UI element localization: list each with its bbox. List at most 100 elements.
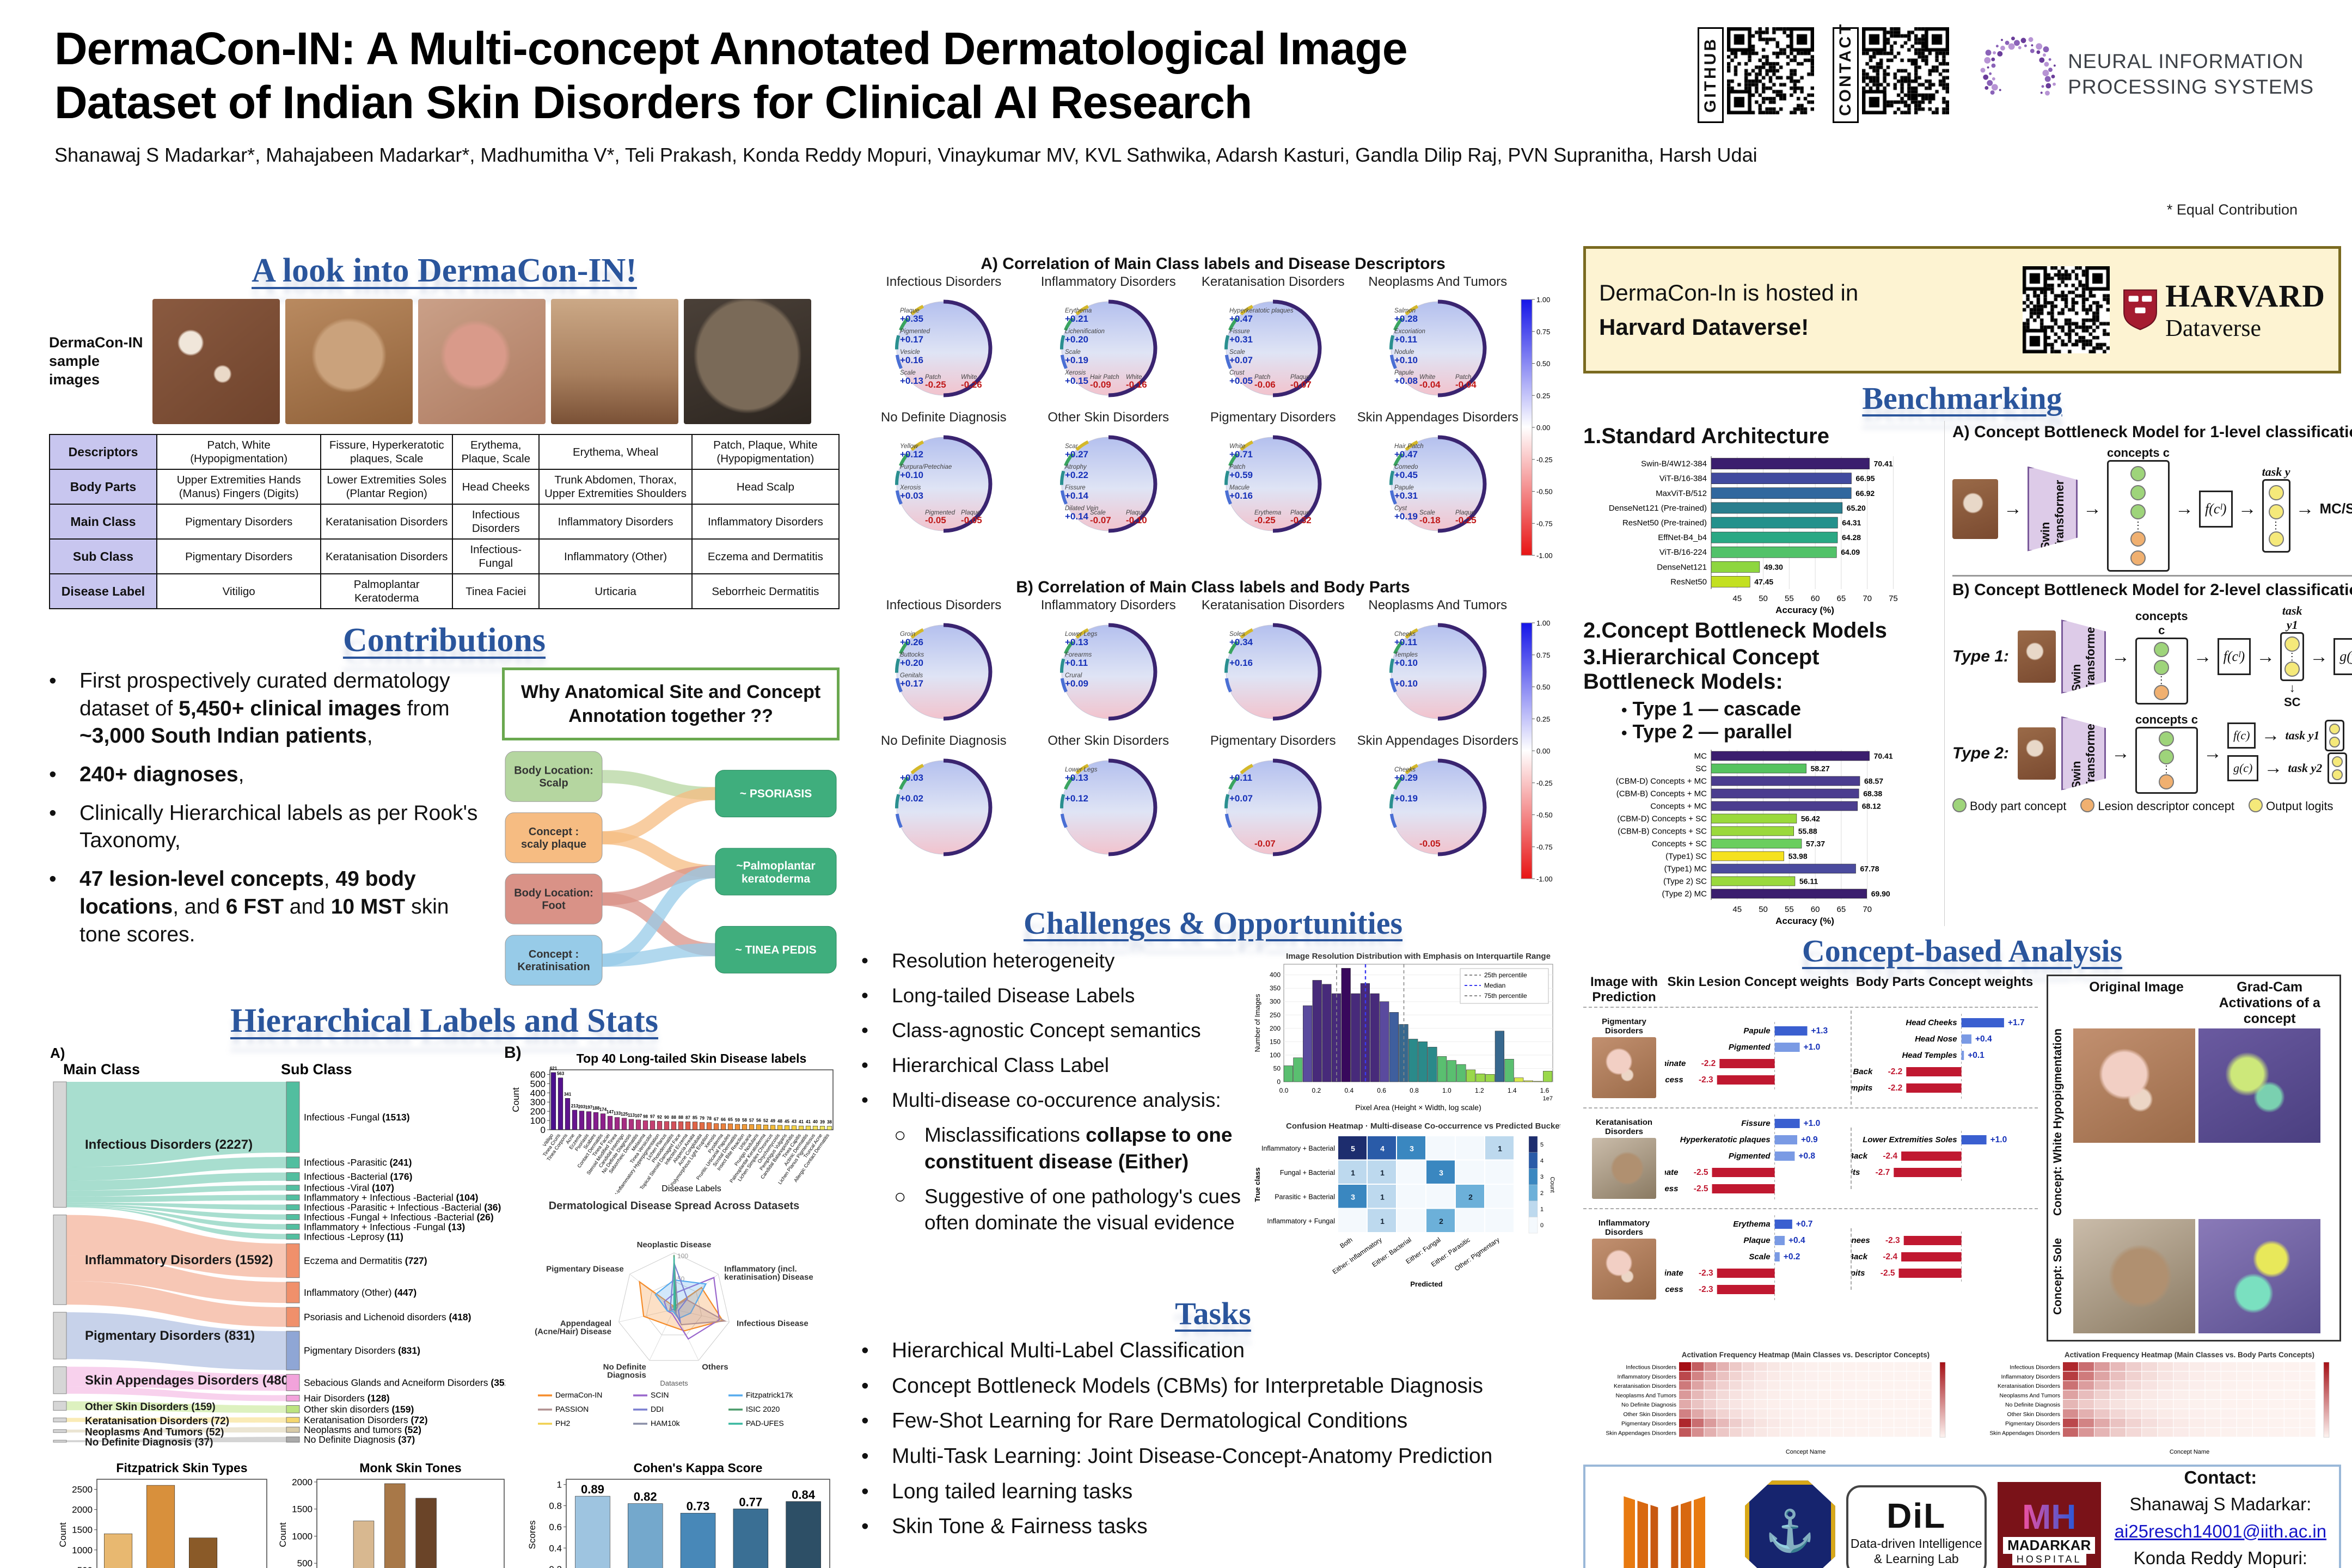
svg-text:Main Class: Main Class xyxy=(63,1061,140,1077)
svg-text:Infectious -Fungal (1513): Infectious -Fungal (1513) xyxy=(304,1112,410,1123)
bullet-item: • First prospectively curated dermatology… xyxy=(49,669,450,748)
middle-column: A) Correlation of Main Class labels and … xyxy=(861,252,1567,1548)
table-cell: Infectious Disorders xyxy=(452,504,540,540)
svg-text:1: 1 xyxy=(557,1480,562,1490)
svg-text:45: 45 xyxy=(1732,905,1742,914)
svg-text:2: 2 xyxy=(1540,1190,1543,1197)
svg-text:Abscess: Abscess xyxy=(1665,1184,1679,1193)
benchmarking-heading: Benchmarking xyxy=(1862,381,2062,416)
svg-text:0.00: 0.00 xyxy=(1536,747,1550,755)
svg-text:Top 40 Long-tailed Skin Diseas: Top 40 Long-tailed Skin Disease labels xyxy=(577,1051,807,1065)
svg-text:+0.31: +0.31 xyxy=(1229,334,1253,345)
svg-text:Head Nose: Head Nose xyxy=(1915,1034,1957,1044)
navy-emblem-icon: ⚓ xyxy=(1744,1480,1835,1568)
svg-text:Pigmentary Disorders (831): Pigmentary Disorders (831) xyxy=(304,1345,420,1356)
svg-text:0.6: 0.6 xyxy=(1377,1087,1386,1094)
contact-name-2: Konda Reddy Mopuri: xyxy=(2133,1548,2307,1568)
svg-text:1000: 1000 xyxy=(72,1545,93,1555)
class-hierarchy-sankey: A) Main Class Sub Class Infectious Disorder… xyxy=(49,1045,513,1450)
svg-text:ViT-B/16-224: ViT-B/16-224 xyxy=(1659,548,1707,557)
svg-text:64.28: 64.28 xyxy=(1842,533,1861,542)
svg-text:Vesicle: Vesicle xyxy=(900,349,920,356)
concept-weight-row: Keratanisation Disorders Fissure +1.0 Hype… xyxy=(1583,1107,2038,1208)
svg-text:Pigmented: Pigmented xyxy=(900,328,930,335)
svg-text:621: 621 xyxy=(550,1066,558,1071)
svg-text:Count: Count xyxy=(511,1087,521,1112)
svg-text:0.8: 0.8 xyxy=(1410,1087,1419,1094)
neurips-swirl-icon xyxy=(1973,27,2065,121)
svg-text:Pigmentary Disorders: Pigmentary Disorders xyxy=(1621,1421,1676,1428)
svg-text:Erythema: Erythema xyxy=(1733,1220,1770,1229)
svg-text:Keratanisation Disorders (72): Keratanisation Disorders (72) xyxy=(304,1415,428,1426)
svg-text:ISIC 2020: ISIC 2020 xyxy=(746,1405,780,1413)
svg-text:0.25: 0.25 xyxy=(1536,391,1550,400)
svg-text:Patch: Patch xyxy=(1455,374,1471,381)
svg-text:ViT-B/16-384: ViT-B/16-384 xyxy=(1659,474,1707,483)
svg-text:Image Resolution Distribution: Image Resolution Distribution with Empha… xyxy=(1286,952,1551,961)
svg-text:70: 70 xyxy=(1863,594,1872,603)
svg-text:Nodule: Nodule xyxy=(1394,349,1414,356)
f-function-box: f(cˡ) xyxy=(2217,638,2251,675)
sample-images-label: DermaCon-IN sample images xyxy=(49,334,143,388)
why-annotation-box: Why Anatomical Site and Concept Annotati… xyxy=(502,667,840,996)
arrow-icon: → xyxy=(2256,646,2275,667)
svg-text:150: 150 xyxy=(1270,1038,1281,1045)
svg-text:Pixel Area (Height × Width, lo: Pixel Area (Height × Width, log scale) xyxy=(1355,1103,1481,1112)
svg-text:49.30: 49.30 xyxy=(1764,562,1783,571)
svg-text:No Definite Diagnosis (37): No Definite Diagnosis (37) xyxy=(304,1434,415,1445)
bullet-item: • Concept Bottleneck Models (CBMs) for In… xyxy=(861,1374,1483,1398)
svg-text:97: 97 xyxy=(650,1114,655,1119)
svg-text:2000: 2000 xyxy=(292,1477,313,1487)
svg-text:Median: Median xyxy=(1484,982,1505,989)
harvard-wordmark: HARVARD xyxy=(2165,278,2325,314)
svg-text:-0.04: -0.04 xyxy=(1455,379,1477,390)
svg-text:300: 300 xyxy=(530,1098,546,1108)
svg-text:True class: True class xyxy=(1253,1167,1261,1202)
svg-text:4: 4 xyxy=(1380,1144,1385,1153)
svg-text:67.78: 67.78 xyxy=(1860,865,1879,873)
svg-text:Inflammatory + Bacterial: Inflammatory + Bacterial xyxy=(1261,1144,1335,1152)
svg-text:300: 300 xyxy=(1270,998,1281,1006)
arrow-icon: → xyxy=(2295,498,2314,519)
svg-text:100: 100 xyxy=(530,1116,546,1126)
svg-text:Fungal + Bacterial: Fungal + Bacterial xyxy=(1280,1169,1335,1177)
svg-text:+0.11: +0.11 xyxy=(1229,773,1252,783)
sample-image-vitiligo xyxy=(152,299,280,424)
svg-text:Plaque: Plaque xyxy=(1290,510,1310,516)
svg-text:107: 107 xyxy=(635,1113,642,1118)
svg-text:70: 70 xyxy=(1863,905,1872,914)
svg-text:-0.75: -0.75 xyxy=(1536,843,1553,851)
svg-text:+0.10: +0.10 xyxy=(900,470,923,480)
svg-text:Datasets: Datasets xyxy=(660,1379,688,1387)
table-cell: Keratanisation Disorders xyxy=(320,504,454,540)
svg-text:70.41: 70.41 xyxy=(1874,752,1893,761)
concepts-column: concepts c ⋮ xyxy=(2135,713,2198,794)
harvard-banner-text: DermaCon-In is hosted in Harvard Dataver… xyxy=(1599,280,1859,340)
svg-text:56.11: 56.11 xyxy=(1799,877,1818,886)
svg-text:Other Skin Disorders: Other Skin Disorders xyxy=(2007,1411,2060,1418)
swin-transformer-block: Swin Transformer xyxy=(2061,716,2106,791)
bullet-item: • Long-tailed Disease Labels xyxy=(861,984,1135,1007)
svg-text:Other skin disorders (159): Other skin disorders (159) xyxy=(304,1404,414,1415)
svg-text:+0.27: +0.27 xyxy=(1065,449,1088,460)
dataset-spread-radar-chart: Dermatological Disease Spread Across Dat… xyxy=(511,1198,837,1449)
contact-email-1[interactable]: ai25resch14001@iith.ac.in xyxy=(2114,1521,2327,1541)
svg-text:+0.28: +0.28 xyxy=(1394,314,1418,324)
svg-text:Swin-B/4W12-384: Swin-B/4W12-384 xyxy=(1641,460,1707,469)
svg-text:57: 57 xyxy=(749,1118,754,1123)
svg-text:Fitzpatrick Skin Types: Fitzpatrick Skin Types xyxy=(116,1461,247,1475)
svg-text:0.2: 0.2 xyxy=(549,1565,562,1568)
svg-text:88: 88 xyxy=(671,1115,676,1120)
contact-name-1: Shanawaj S Madarkar: xyxy=(2129,1494,2312,1515)
svg-text:+0.13: +0.13 xyxy=(900,376,923,386)
svg-text:-0.06: -0.06 xyxy=(1254,379,1276,390)
svg-text:Concepts + SC: Concepts + SC xyxy=(1652,840,1707,849)
arrow-icon: → xyxy=(2203,743,2222,763)
svg-text:Buttocks: Buttocks xyxy=(900,652,924,658)
legend-bodypart-concept: Body part concept xyxy=(1952,798,2066,813)
svg-text:~ PSORIASIS: ~ PSORIASIS xyxy=(740,788,812,800)
svg-text:49: 49 xyxy=(770,1119,775,1124)
svg-text:1e7: 1e7 xyxy=(1543,1095,1553,1102)
svg-text:Count: Count xyxy=(58,1522,68,1547)
svg-text:-2.4: -2.4 xyxy=(1883,1152,1898,1161)
